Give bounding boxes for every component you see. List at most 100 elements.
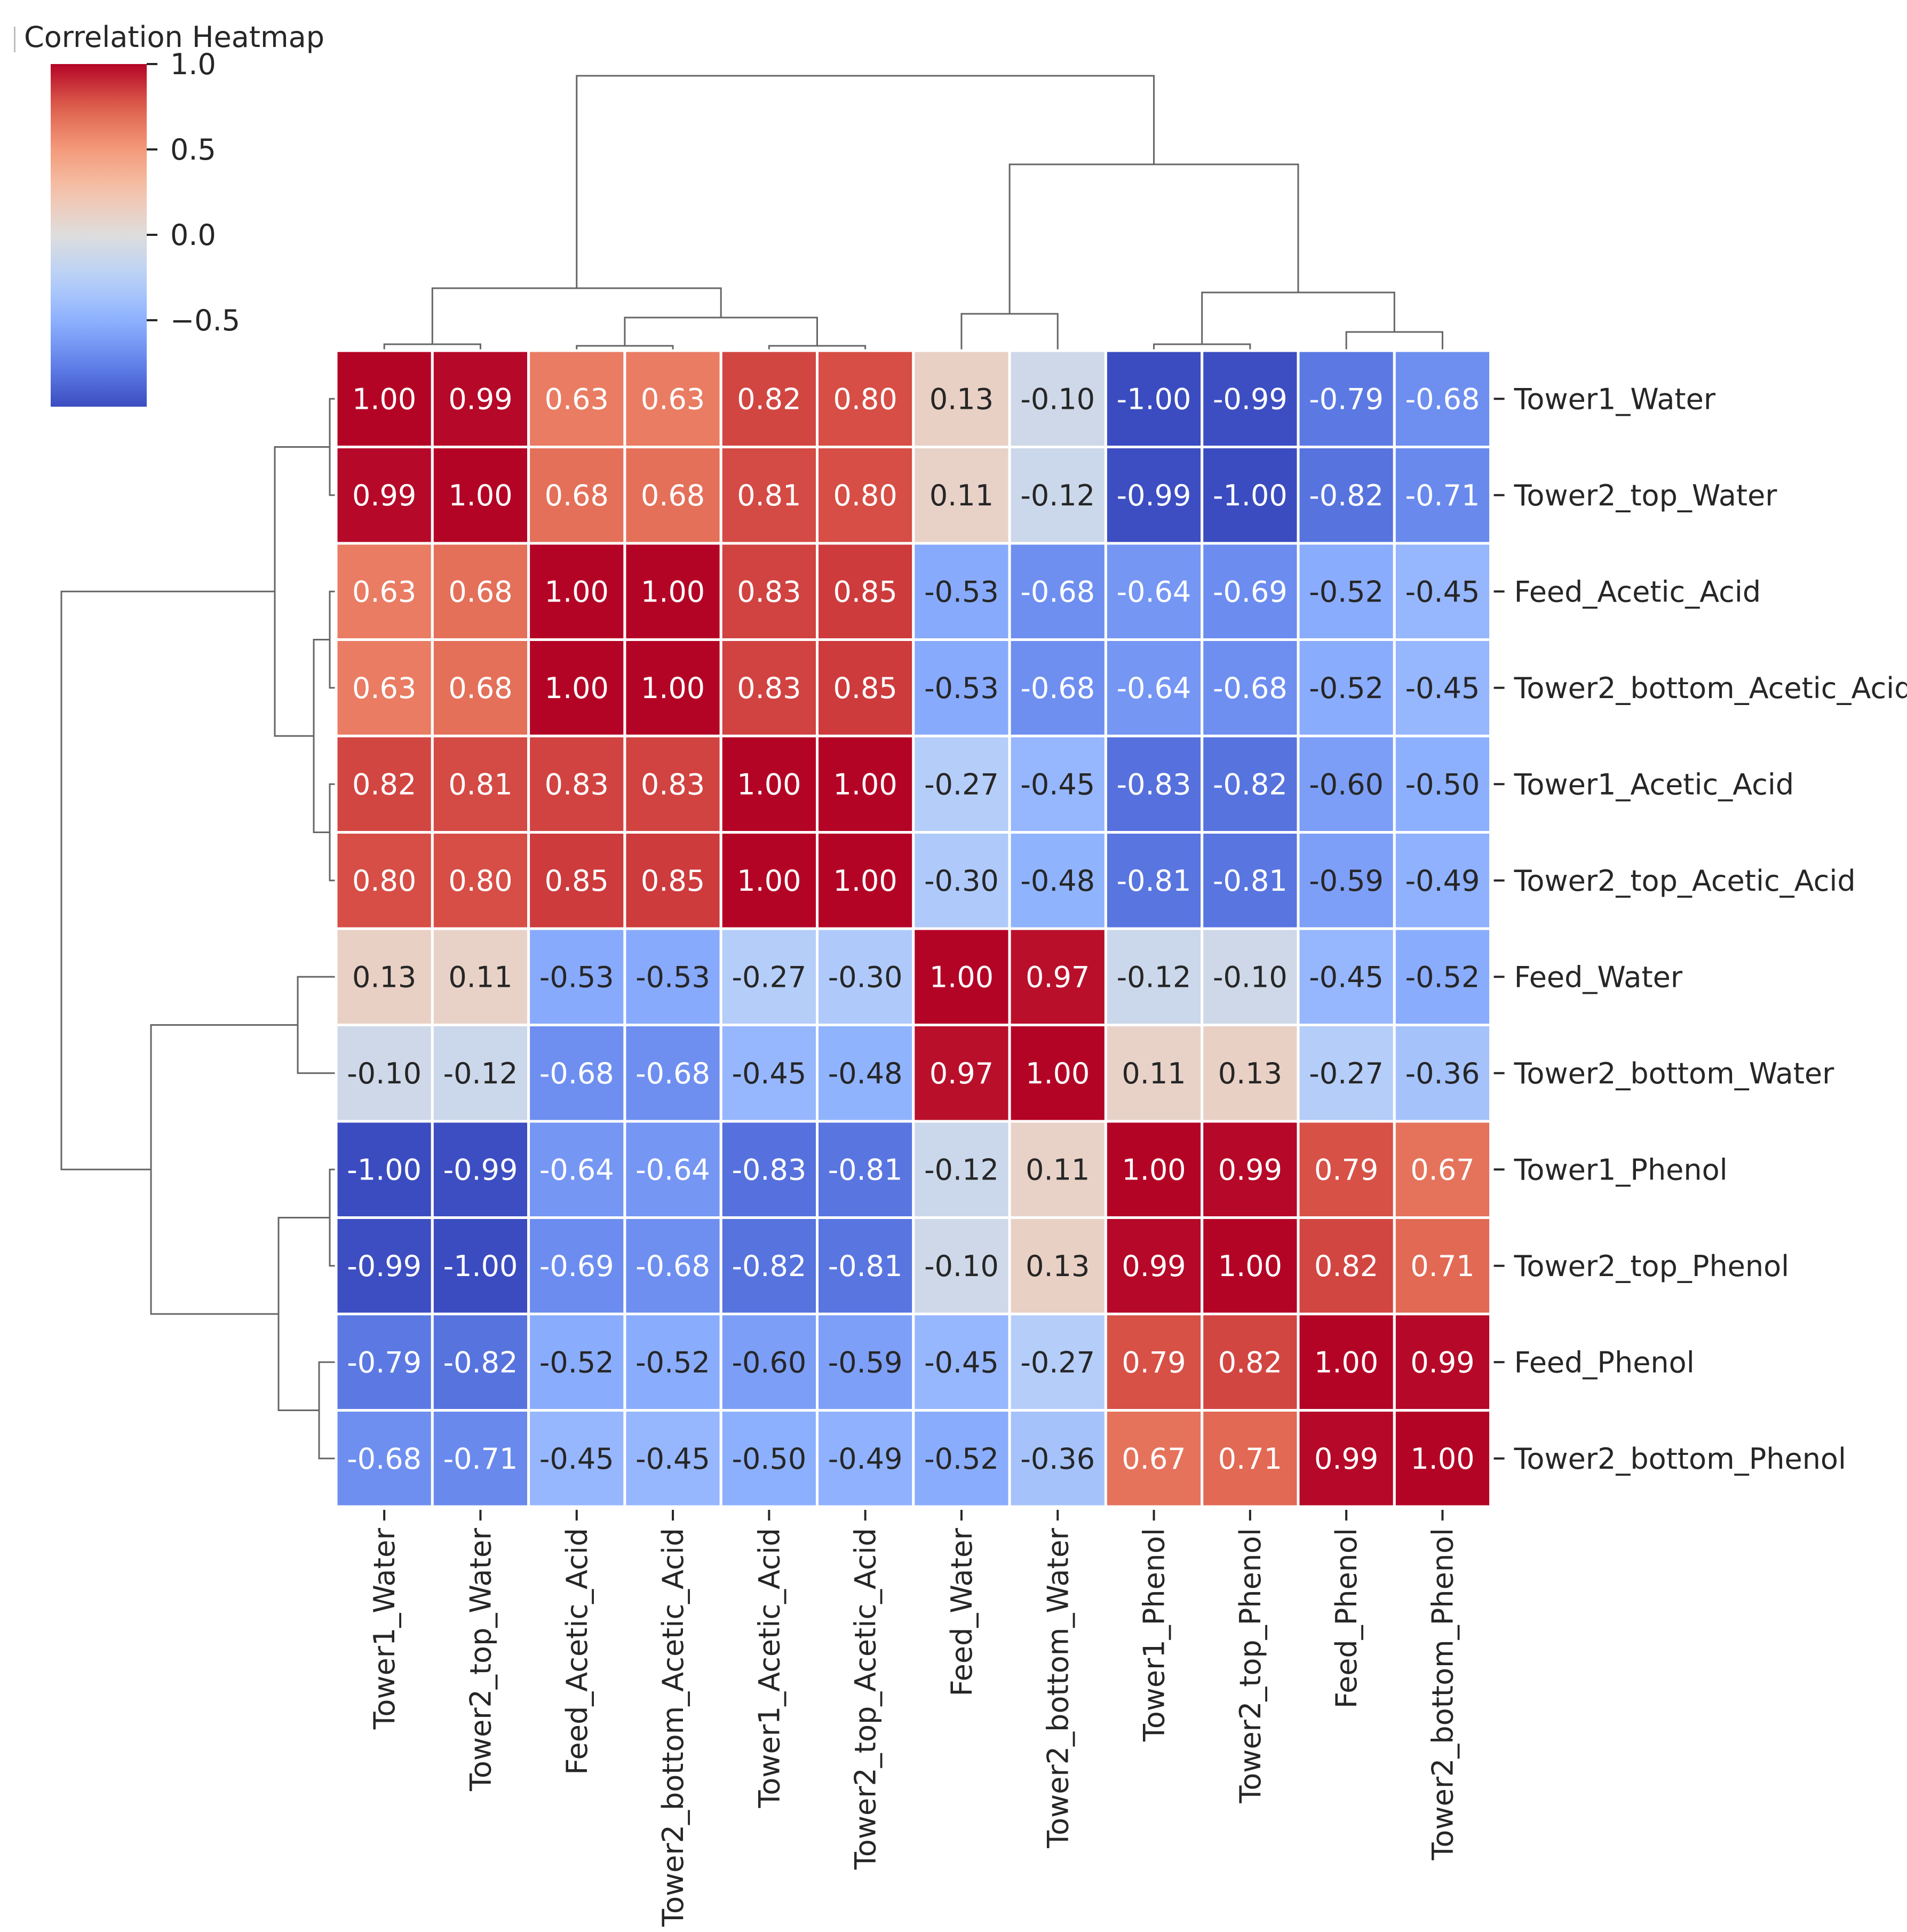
row-dendrogram bbox=[60, 398, 336, 1460]
cell-value-label: 0.79 bbox=[1314, 1153, 1378, 1186]
heatmap-cell bbox=[623, 1024, 722, 1123]
row-tick-label: Tower2_top_Phenol bbox=[1514, 1249, 1790, 1283]
heatmap-cell bbox=[1297, 927, 1396, 1026]
row-tick-label: Feed_Acetic_Acid bbox=[1514, 575, 1761, 608]
cell-value-label: 0.81 bbox=[448, 767, 512, 801]
heatmap-cell bbox=[719, 1312, 819, 1412]
heatmap-cell bbox=[335, 927, 434, 1026]
cell-value-label: -0.59 bbox=[1309, 864, 1384, 898]
cell-value-label: -0.52 bbox=[1405, 960, 1480, 994]
cell-value-label: -0.68 bbox=[1405, 382, 1480, 416]
cell-value-label: 0.63 bbox=[545, 382, 609, 416]
heatmap-cell bbox=[719, 927, 819, 1026]
heatmap-cell bbox=[719, 638, 819, 738]
heatmap-cell bbox=[335, 734, 434, 834]
cell-value-label: 0.79 bbox=[1122, 1345, 1186, 1379]
heatmap-cell bbox=[1104, 446, 1204, 545]
column-tick-label: Tower1_Acetic_Acid bbox=[752, 1528, 786, 1809]
heatmap-cell bbox=[1393, 1216, 1492, 1316]
cell-value-label: -0.99 bbox=[1213, 382, 1288, 416]
row-tick-label: Tower2_top_Water bbox=[1514, 479, 1778, 512]
heatmap-cell bbox=[912, 927, 1011, 1026]
heatmap-cell bbox=[1008, 1120, 1107, 1219]
row-dendrogram-link bbox=[297, 976, 336, 1074]
heatmap-cell bbox=[816, 734, 915, 834]
cell-value-label: -0.45 bbox=[1405, 575, 1480, 608]
cell-value-label: 0.82 bbox=[352, 767, 416, 801]
cell-value-label: 0.85 bbox=[545, 864, 609, 898]
heatmap-cell bbox=[1201, 542, 1300, 641]
heatmap-cell bbox=[816, 349, 915, 448]
cell-value-label: -0.27 bbox=[732, 960, 806, 994]
heatmap-cell bbox=[527, 1216, 626, 1316]
heatmap-cell bbox=[1201, 831, 1300, 930]
cell-value-label: -0.52 bbox=[635, 1345, 710, 1379]
cell-value-label: 1.00 bbox=[545, 575, 609, 608]
row-dendrogram-link bbox=[150, 1024, 298, 1315]
cell-value-label: -0.27 bbox=[1309, 1057, 1384, 1090]
cell-value-label: -0.60 bbox=[732, 1345, 806, 1379]
heatmap-cell bbox=[1201, 927, 1300, 1026]
cell-value-label: 0.82 bbox=[1218, 1345, 1282, 1379]
cell-value-label: -0.81 bbox=[828, 1153, 903, 1186]
cell-value-label: 1.00 bbox=[737, 767, 801, 801]
heatmap-cell bbox=[1104, 638, 1204, 738]
column-tick-label: Tower1_Water bbox=[368, 1527, 401, 1730]
cell-value-label: 1.00 bbox=[1026, 1057, 1090, 1090]
cell-value-label: 1.00 bbox=[641, 671, 705, 705]
heatmap-cell-labels: 1.00 0.99 0.63 0.63 0.82 0.80 0.13 -0.10 -1.00 -0… bbox=[347, 382, 1480, 1476]
cell-value-label: -0.68 bbox=[635, 1249, 710, 1283]
cell-value-label: -0.99 bbox=[443, 1153, 518, 1186]
cell-value-label: 0.99 bbox=[1218, 1153, 1282, 1186]
cell-value-label: -0.71 bbox=[443, 1442, 518, 1476]
cell-value-label: 0.85 bbox=[641, 864, 705, 898]
heatmap-cell bbox=[719, 734, 819, 834]
heatmap-cell bbox=[527, 1024, 626, 1123]
heatmap-cell bbox=[1201, 1312, 1300, 1412]
cell-value-label: -0.53 bbox=[539, 960, 614, 994]
cell-value-label: 0.68 bbox=[448, 575, 512, 608]
heatmap-cell bbox=[719, 349, 819, 448]
heatmap-cell bbox=[1104, 1024, 1204, 1123]
heatmap-cell bbox=[912, 734, 1011, 834]
cell-value-label: 0.82 bbox=[737, 382, 801, 416]
row-dendrogram-link bbox=[277, 1217, 330, 1411]
cell-value-label: -0.53 bbox=[924, 575, 999, 608]
heatmap-cell bbox=[623, 734, 722, 834]
cell-value-label: 0.71 bbox=[1410, 1249, 1474, 1283]
heatmap-cell bbox=[1297, 1216, 1396, 1316]
cell-value-label: -0.12 bbox=[924, 1153, 999, 1186]
cell-value-label: -0.99 bbox=[347, 1249, 422, 1283]
cell-value-label: 0.99 bbox=[352, 479, 416, 512]
cell-value-label: -1.00 bbox=[443, 1249, 518, 1283]
heatmap-cell bbox=[1201, 446, 1300, 545]
column-tick-label: Tower2_top_Water bbox=[464, 1527, 497, 1792]
heatmap-cell bbox=[1104, 1216, 1204, 1316]
colorbar-tick-label: 0.0 bbox=[170, 218, 216, 252]
heatmap-cell bbox=[1008, 446, 1107, 545]
heatmap-cell bbox=[623, 1312, 722, 1412]
heatmap-cell bbox=[816, 1409, 915, 1508]
heatmap-cell bbox=[623, 446, 722, 545]
heatmap-cell bbox=[623, 927, 722, 1026]
heatmap-cell bbox=[1297, 446, 1396, 545]
column-dendrogram-link bbox=[431, 287, 722, 344]
cell-value-label: 1.00 bbox=[1410, 1442, 1474, 1476]
cell-value-label: -0.59 bbox=[828, 1345, 903, 1379]
heatmap-cell bbox=[527, 446, 626, 545]
cell-value-label: 0.81 bbox=[737, 479, 801, 512]
cell-value-label: -0.83 bbox=[1117, 767, 1191, 801]
heatmap-cell bbox=[1297, 349, 1396, 448]
cell-value-label: -0.79 bbox=[1309, 382, 1384, 416]
colorbar: 1.0 0.5 0.0 −0.5 bbox=[51, 47, 240, 407]
heatmap-cell bbox=[816, 831, 915, 930]
cell-value-label: 0.71 bbox=[1218, 1442, 1282, 1476]
heatmap-cell bbox=[527, 349, 626, 448]
heatmap-cell bbox=[335, 1409, 434, 1508]
heatmap-cell bbox=[623, 542, 722, 641]
cell-value-label: 0.80 bbox=[352, 864, 416, 898]
column-tick-label: Feed_Acetic_Acid bbox=[560, 1528, 594, 1775]
row-tick-label: Feed_Water bbox=[1514, 960, 1683, 994]
row-dendrogram-link bbox=[60, 590, 275, 1170]
cell-value-label: 0.99 bbox=[1410, 1345, 1474, 1379]
